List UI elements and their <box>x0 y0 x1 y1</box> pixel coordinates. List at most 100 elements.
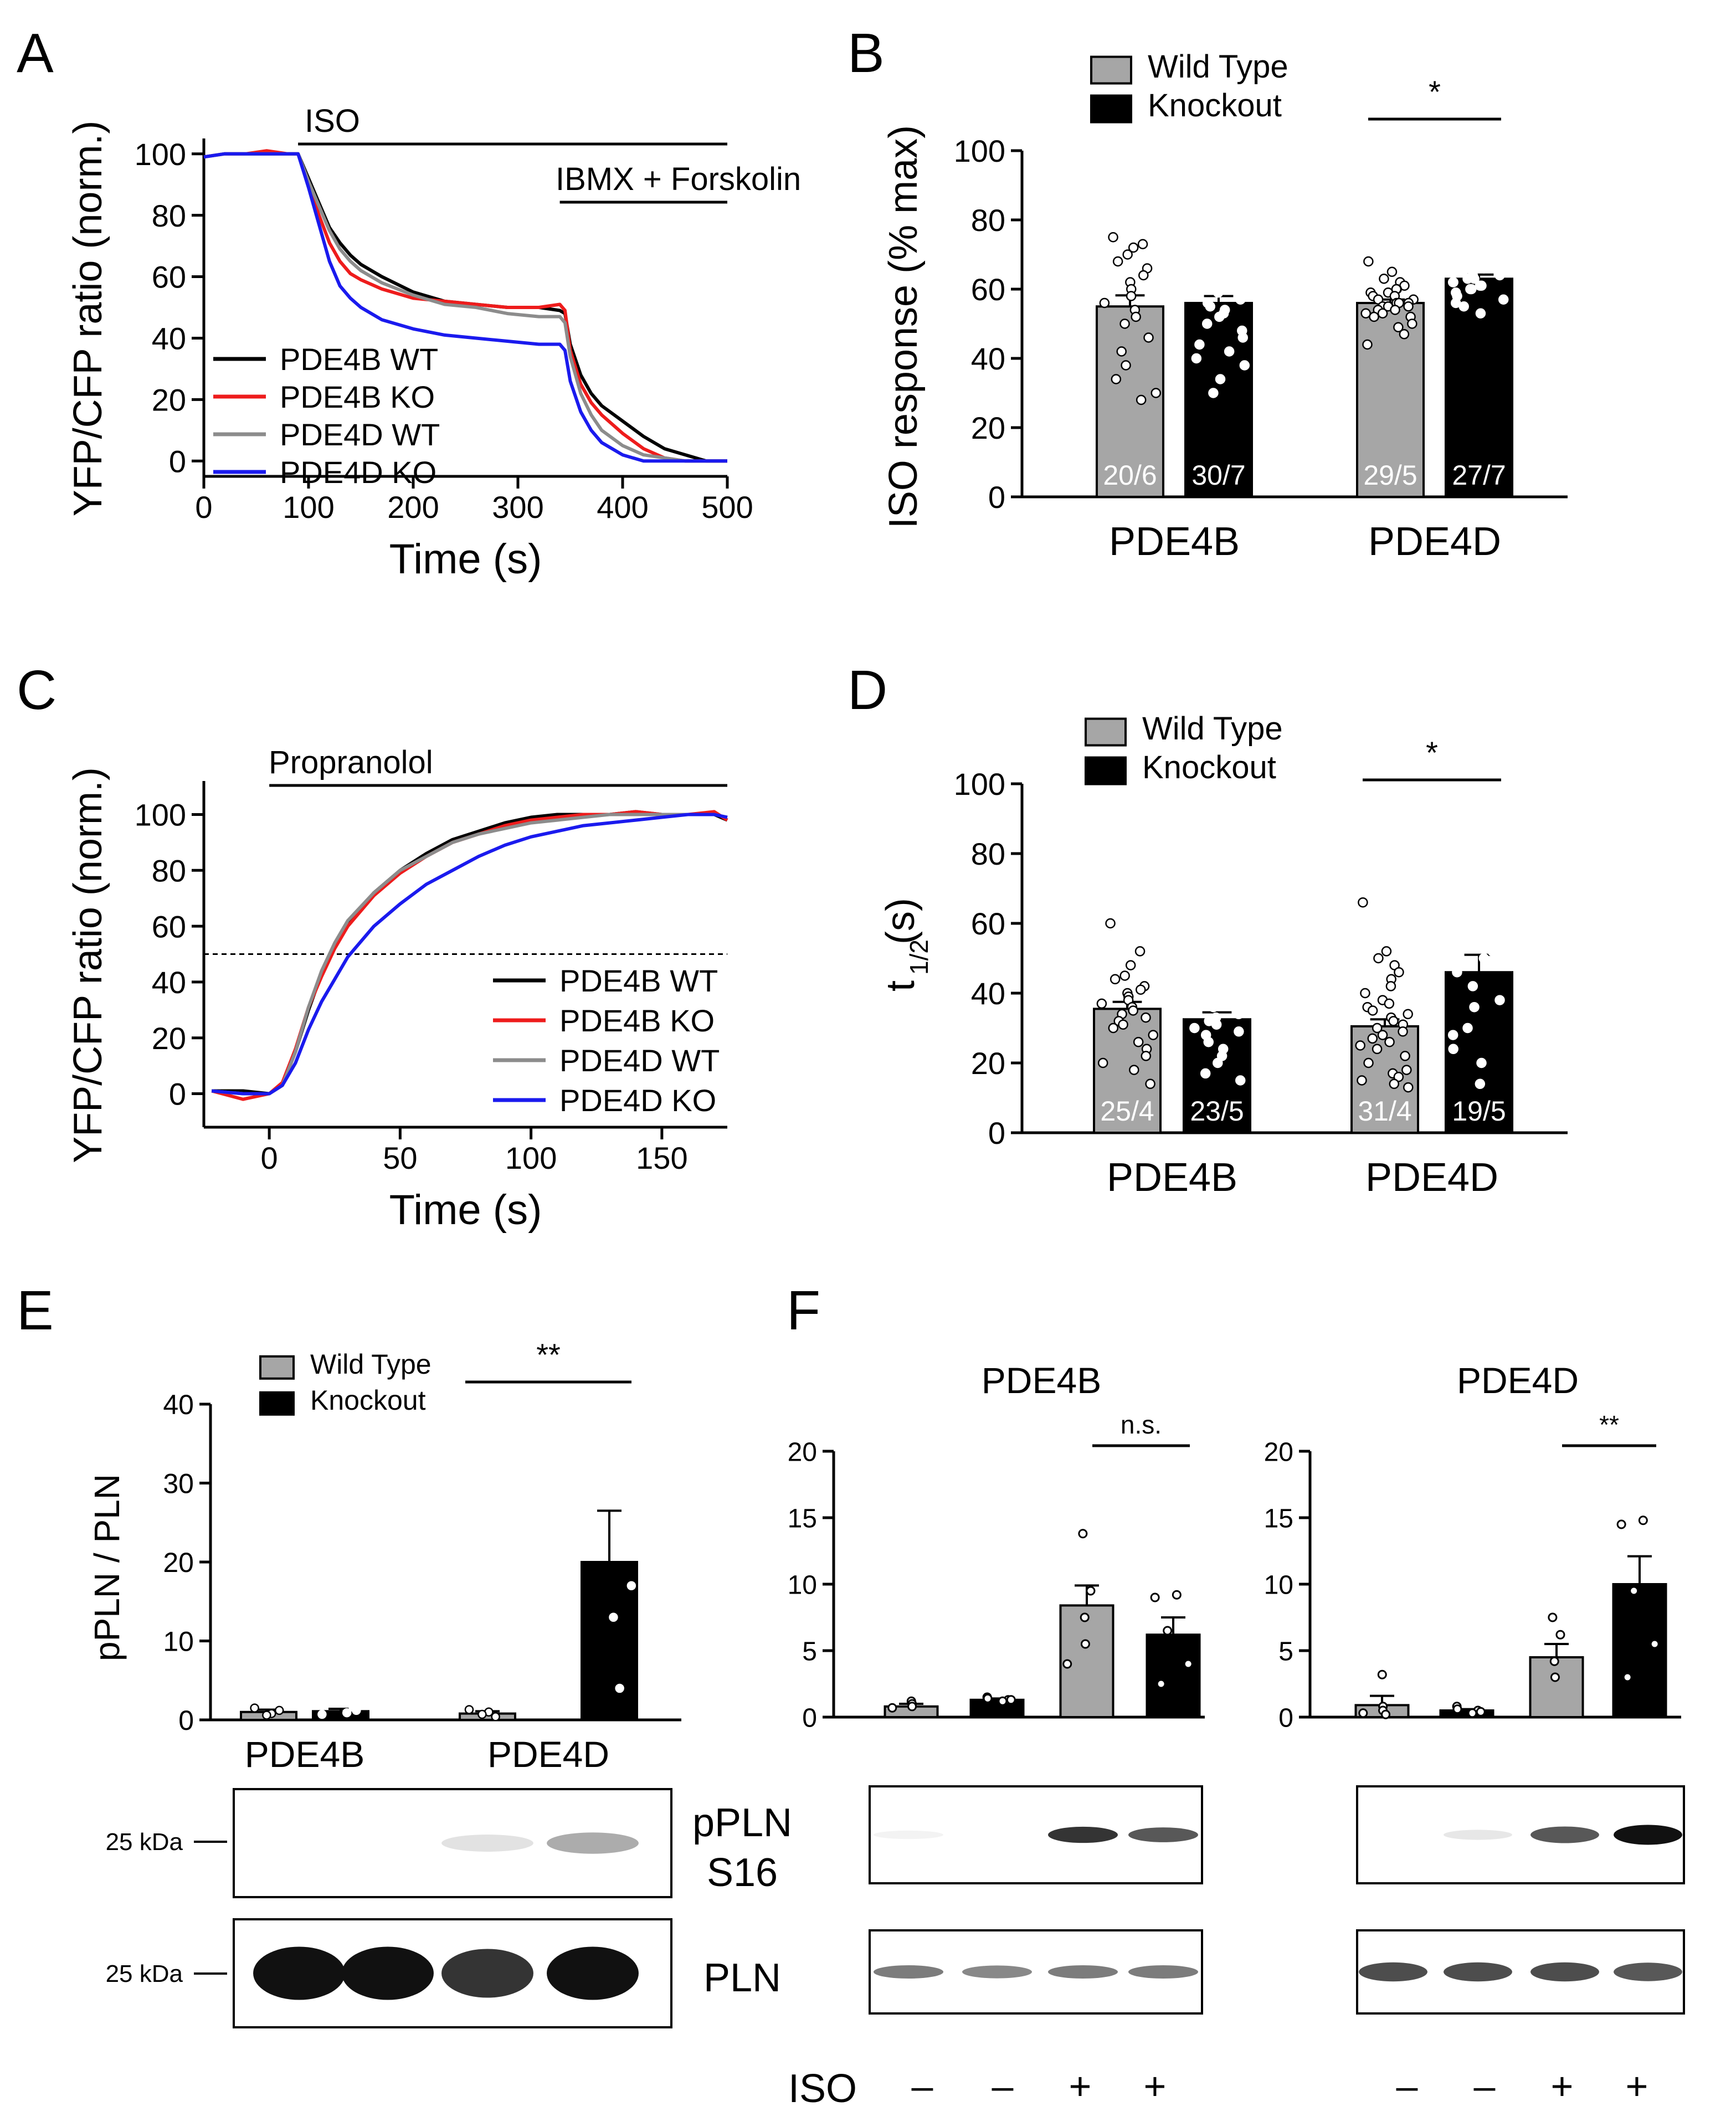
data-point <box>1393 1071 1404 1082</box>
data-point <box>1213 287 1224 298</box>
bar-knockout-iso <box>1612 1583 1667 1718</box>
legend-swatch <box>259 1391 295 1416</box>
panel-F1-y-tick-label: 15 <box>788 1504 817 1533</box>
data-point <box>1131 311 1141 322</box>
data-point <box>477 1709 487 1719</box>
panel-label-C: C <box>17 659 57 721</box>
data-point <box>1476 1707 1486 1717</box>
data-point <box>1006 1695 1016 1705</box>
data-point <box>1219 963 1230 974</box>
data-point <box>1172 1590 1182 1600</box>
legend-entry: PDE4D KO <box>559 1083 716 1118</box>
data-point <box>274 1705 284 1715</box>
panel-label-D: D <box>848 659 887 721</box>
category-label: PDE4D <box>1365 1155 1498 1200</box>
data-point <box>1134 946 1146 957</box>
data-point <box>1112 256 1123 267</box>
significance-label: ** <box>536 1337 561 1372</box>
data-point <box>1062 1659 1072 1669</box>
panel-C-y-tick-label: 80 <box>152 853 186 888</box>
legend-entry: Wild Type <box>1142 711 1283 747</box>
data-point <box>1237 332 1248 343</box>
legend-entry: PDE4B KO <box>559 1003 715 1038</box>
blot-band <box>1614 1962 1682 1981</box>
data-point <box>1211 981 1223 991</box>
data-point <box>887 1703 897 1713</box>
panel-label-E: E <box>17 1280 54 1342</box>
iso-sign: + <box>1551 2064 1574 2108</box>
data-point <box>1211 1019 1222 1030</box>
data-point <box>1203 1036 1214 1047</box>
data-point <box>1638 1515 1648 1525</box>
data-point <box>1487 946 1498 957</box>
treatment-label: IBMX + Forskolin <box>556 161 801 197</box>
data-point <box>1086 1586 1096 1596</box>
category-label: PDE4B <box>1107 1155 1237 1200</box>
data-point <box>1141 1012 1151 1023</box>
iso-sign: – <box>992 2064 1014 2108</box>
data-point <box>1498 294 1509 305</box>
data-point <box>1500 242 1511 253</box>
blot-band <box>1128 1827 1198 1842</box>
panel-B-y-tick-label: 100 <box>954 133 1005 168</box>
data-point <box>1369 311 1379 322</box>
data-point <box>1403 1009 1413 1020</box>
panel-A-x-tick-label: 200 <box>387 490 439 525</box>
data-point <box>1118 1019 1128 1030</box>
chart-panel-A: 0 20 40 60 80 100 0 100 200 300 400 500 Time (s) YFP/… <box>66 103 801 583</box>
legend-swatch <box>1085 756 1127 785</box>
significance-label: ** <box>1599 1410 1619 1439</box>
category-label: PDE4B <box>245 1734 364 1775</box>
y-axis-label: YFP/CFP ratio (norm.) <box>66 121 110 517</box>
sample-size-label: 27/7 <box>1452 460 1506 491</box>
data-point <box>1111 374 1122 384</box>
data-point <box>1476 1057 1487 1068</box>
data-point <box>1110 974 1121 985</box>
blot-row-label-pln: PLN <box>703 1956 781 2000</box>
panel-F2-y-tick-label: 0 <box>1278 1703 1293 1733</box>
data-point <box>1221 242 1231 253</box>
data-point <box>1390 305 1400 315</box>
panel-A-x-tick-label: 100 <box>283 490 334 525</box>
panel-A-y-tick-label: 60 <box>152 260 186 295</box>
sample-size-label: 31/4 <box>1358 1096 1411 1127</box>
data-point <box>1099 297 1110 309</box>
data-point <box>1108 232 1118 243</box>
blot-band <box>441 1949 533 1998</box>
blot-e-pln <box>233 1918 672 2028</box>
data-point <box>1226 918 1237 929</box>
data-point <box>907 1702 917 1712</box>
data-point <box>1121 360 1131 371</box>
panel-E-y-tick-label: 30 <box>163 1468 194 1499</box>
data-point <box>1452 1704 1462 1714</box>
data-point <box>1616 1519 1626 1529</box>
data-point <box>352 1705 361 1715</box>
sample-size-label: 20/6 <box>1103 460 1157 491</box>
data-point <box>1208 1001 1219 1013</box>
series-line-pde4d-wt <box>211 813 728 1096</box>
blot-band <box>1048 1826 1118 1843</box>
panel-D-y-tick-label: 0 <box>988 1116 1005 1150</box>
data-point <box>262 1710 271 1720</box>
legend-entry: PDE4D KO <box>280 455 436 490</box>
chart-title: PDE4D <box>1457 1360 1579 1401</box>
data-point <box>342 1708 352 1718</box>
data-point <box>1235 294 1246 305</box>
data-point <box>597 1411 606 1421</box>
data-point <box>1191 353 1202 364</box>
data-point <box>1455 813 1466 824</box>
panel-A-y-tick-label: 0 <box>169 444 186 479</box>
data-point <box>1367 1005 1378 1016</box>
blot-f-4d-ppln <box>1356 1785 1685 1884</box>
chart-panel-E: 0 10 20 30 40 PDE4B PDE4D Wild Type Knockout ** pP… <box>87 1337 681 1775</box>
panel-F1-y-tick-label: 20 <box>788 1437 817 1467</box>
category-label: PDE4D <box>1368 520 1501 564</box>
data-point <box>1080 1639 1090 1649</box>
panel-D-y-tick-label: 20 <box>971 1046 1005 1081</box>
panel-A-y-tick-label: 80 <box>152 198 186 233</box>
data-point <box>1464 218 1475 229</box>
significance-label: * <box>1426 735 1438 770</box>
panel-F1-y-tick-label: 10 <box>788 1570 817 1600</box>
data-point <box>1224 995 1235 1005</box>
data-point <box>1191 249 1201 260</box>
